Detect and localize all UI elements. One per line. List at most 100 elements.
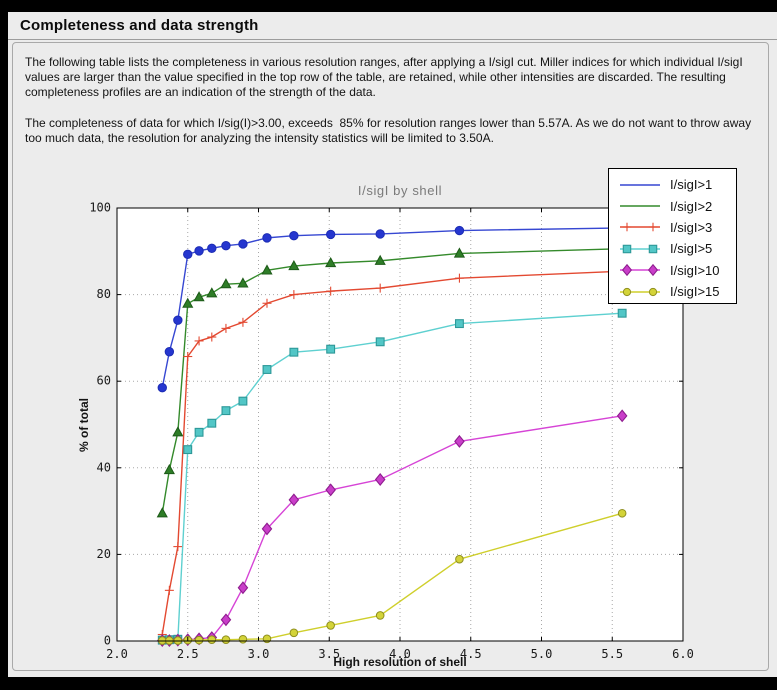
data-point-marker bbox=[647, 264, 659, 277]
legend-label: I/sigI>15 bbox=[670, 284, 720, 300]
data-point-marker bbox=[325, 256, 337, 268]
data-point-marker bbox=[261, 264, 273, 275]
series-line bbox=[161, 270, 623, 635]
data-point-marker bbox=[455, 554, 464, 564]
y-tick-label: 20 bbox=[97, 547, 111, 561]
data-point-marker bbox=[221, 406, 231, 416]
legend: I/sigI>1 I/sigI>2 I/sigI>3 I/sigI>5 I/sigI>1… bbox=[608, 168, 737, 304]
x-tick-label: 2.0 bbox=[106, 647, 128, 661]
data-point-marker bbox=[163, 463, 175, 475]
legend-line-sample bbox=[620, 205, 660, 207]
legend-entry: I/sigI>2 bbox=[609, 195, 736, 216]
x-axis-label: High resolution of shell bbox=[333, 655, 467, 669]
data-point-marker bbox=[207, 243, 217, 253]
legend-line-sample bbox=[620, 244, 660, 254]
legend-entry: I/sigI>10 bbox=[609, 260, 736, 281]
x-tick-label: 2.5 bbox=[177, 647, 199, 661]
data-point-marker bbox=[617, 508, 627, 518]
data-point-marker bbox=[453, 247, 466, 258]
legend-entry: I/sigI>5 bbox=[609, 238, 736, 259]
data-point-marker bbox=[289, 628, 299, 638]
legend-entry: I/sigI>3 bbox=[609, 217, 736, 238]
data-point-marker bbox=[262, 233, 272, 243]
paragraph-resolution-note: The completeness of data for which I/sig… bbox=[25, 116, 755, 145]
data-point-marker bbox=[194, 246, 204, 256]
data-point-marker bbox=[289, 231, 299, 241]
legend-label: I/sigI>2 bbox=[670, 198, 713, 214]
data-point-marker bbox=[621, 264, 633, 277]
data-point-marker bbox=[193, 291, 205, 302]
x-tick-label: 5.5 bbox=[601, 647, 623, 661]
data-point-marker bbox=[183, 249, 193, 260]
legend-line-sample bbox=[620, 223, 660, 232]
data-point-marker bbox=[325, 229, 336, 240]
data-point-marker bbox=[157, 382, 167, 393]
data-point-marker bbox=[207, 635, 217, 645]
y-tick-label: 0 bbox=[104, 634, 111, 648]
legend-line-sample bbox=[620, 264, 660, 277]
y-tick-label: 40 bbox=[97, 460, 111, 474]
x-tick-label: 3.0 bbox=[248, 647, 270, 661]
data-point-marker bbox=[288, 493, 300, 507]
legend-label: I/sigI>10 bbox=[670, 262, 720, 278]
chart-title: I/sigI by shell bbox=[357, 183, 443, 198]
series-line bbox=[161, 227, 623, 388]
data-point-marker bbox=[194, 427, 204, 437]
data-point-marker bbox=[220, 613, 232, 627]
data-point-marker bbox=[622, 244, 632, 254]
data-point-marker bbox=[238, 396, 248, 406]
data-point-marker bbox=[326, 344, 336, 354]
data-point-marker bbox=[289, 347, 299, 357]
data-point-marker bbox=[326, 621, 335, 630]
series-i-sigi-1 bbox=[157, 223, 627, 393]
legend-entry: I/sigI>1 bbox=[609, 174, 736, 195]
series-i-sigi-2 bbox=[156, 242, 628, 518]
legend-label: I/sigI>1 bbox=[670, 177, 713, 193]
data-point-marker bbox=[617, 308, 627, 318]
data-point-marker bbox=[164, 347, 175, 357]
data-point-marker bbox=[238, 239, 248, 249]
data-point-marker bbox=[156, 507, 168, 518]
info-groupbox: The following table lists the completene… bbox=[12, 42, 769, 671]
data-point-marker bbox=[648, 287, 658, 296]
y-axis-label: % of total bbox=[77, 398, 91, 452]
legend-line-sample bbox=[620, 183, 660, 186]
data-point-marker bbox=[374, 473, 386, 486]
data-point-marker bbox=[454, 225, 465, 236]
data-point-marker bbox=[616, 409, 628, 423]
data-point-marker bbox=[262, 365, 272, 374]
data-point-marker bbox=[221, 240, 231, 251]
series-i-sigi-3 bbox=[157, 266, 627, 640]
x-tick-label: 4.5 bbox=[460, 647, 482, 661]
data-point-marker bbox=[288, 259, 300, 271]
data-point-marker bbox=[454, 319, 464, 329]
data-point-marker bbox=[261, 522, 273, 536]
x-tick-label: 3.5 bbox=[318, 647, 340, 661]
paragraph-completeness-intro: The following table lists the completene… bbox=[25, 55, 747, 99]
data-point-marker bbox=[237, 581, 249, 595]
x-tick-label: 4.0 bbox=[389, 647, 411, 661]
data-point-marker bbox=[182, 297, 194, 308]
y-tick-label: 60 bbox=[97, 374, 111, 388]
data-point-marker bbox=[454, 434, 465, 448]
legend-line-sample bbox=[620, 287, 660, 296]
data-point-marker bbox=[221, 635, 231, 645]
data-point-marker bbox=[237, 277, 249, 288]
data-point-marker bbox=[325, 483, 336, 497]
page-title: Completeness and data strength bbox=[20, 17, 259, 34]
series-i-sigi-5 bbox=[157, 308, 627, 645]
data-point-marker bbox=[648, 244, 658, 254]
data-point-marker bbox=[375, 337, 385, 347]
data-point-marker bbox=[207, 418, 217, 428]
data-point-marker bbox=[220, 278, 232, 289]
data-point-marker bbox=[238, 634, 248, 644]
y-tick-label: 80 bbox=[97, 287, 111, 301]
y-tick-label: 100 bbox=[89, 201, 111, 215]
data-point-marker bbox=[374, 254, 386, 265]
heading-divider bbox=[8, 39, 777, 40]
data-point-marker bbox=[375, 611, 385, 620]
series-line bbox=[162, 312, 623, 641]
data-point-marker bbox=[183, 445, 193, 455]
